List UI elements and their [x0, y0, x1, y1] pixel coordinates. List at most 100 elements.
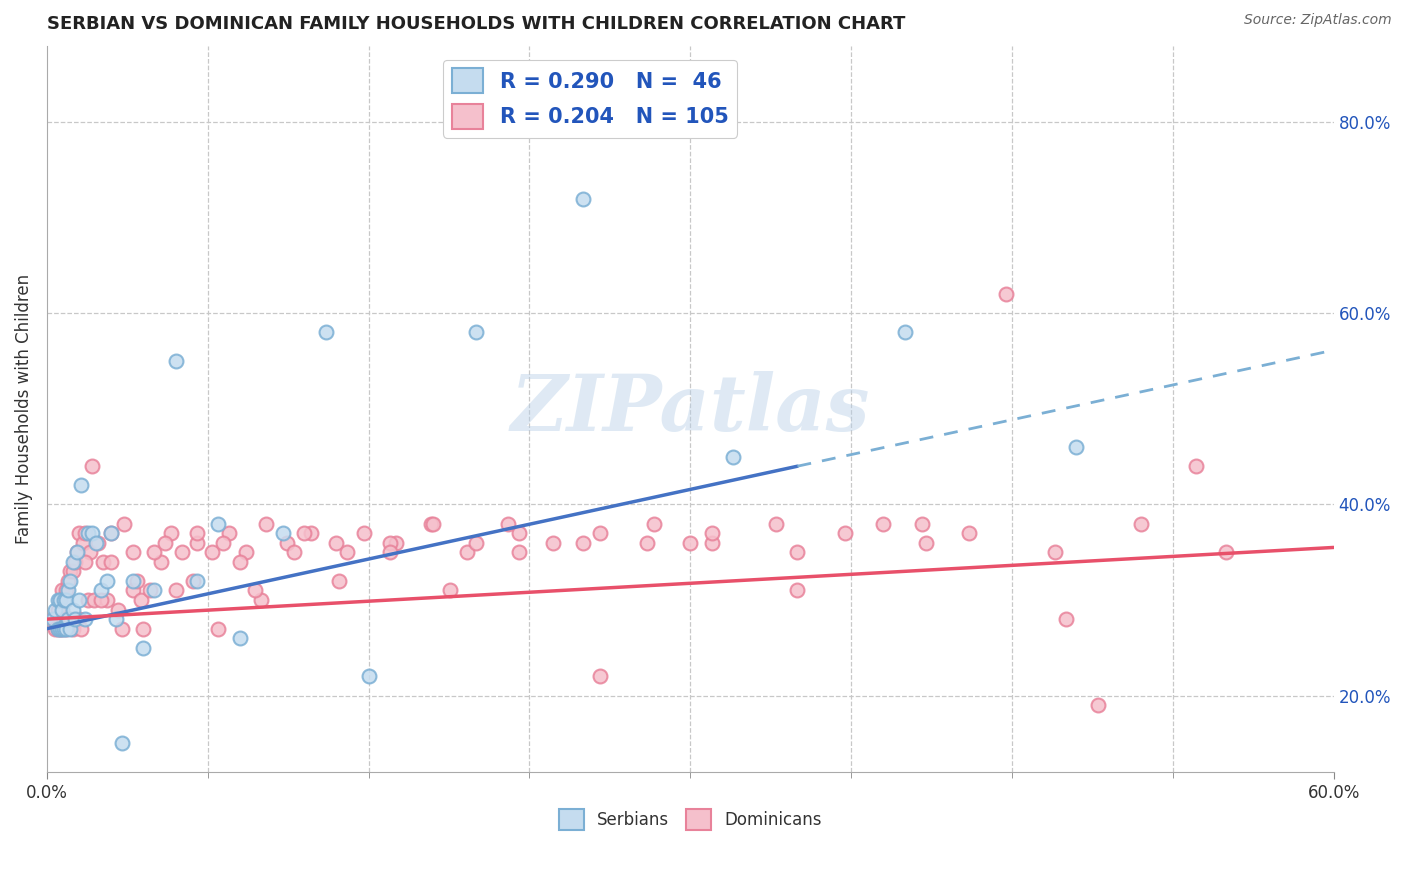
Point: [100, 555, 122, 569]
Point: [218, 526, 240, 541]
Point: [62, 555, 84, 569]
Point: [353, 526, 375, 541]
Legend: Serbians, Dominicans: Serbians, Dominicans: [553, 803, 828, 837]
Point: [75, 555, 97, 569]
Point: [283, 545, 305, 559]
Point: [67, 612, 90, 626]
Point: [464, 535, 486, 549]
Point: [132, 640, 155, 655]
Point: [67, 526, 90, 541]
Text: Source: ZipAtlas.com: Source: ZipAtlas.com: [1244, 13, 1392, 28]
Point: [1129, 516, 1152, 531]
Point: [96, 593, 118, 607]
Point: [378, 545, 401, 559]
Point: [121, 574, 143, 588]
Point: [149, 555, 172, 569]
Point: [160, 526, 183, 541]
Point: [62, 602, 84, 616]
Point: [46, 602, 69, 616]
Point: [49, 622, 72, 636]
Point: [79, 545, 101, 559]
Point: [66, 545, 89, 559]
Point: [229, 555, 252, 569]
Text: ZIPatlas: ZIPatlas: [510, 370, 870, 447]
Point: [165, 583, 187, 598]
Point: [111, 736, 134, 750]
Point: [786, 545, 808, 559]
Point: [292, 526, 315, 541]
Point: [62, 565, 84, 579]
Point: [508, 545, 530, 559]
Point: [112, 516, 135, 531]
Point: [59, 612, 82, 626]
Point: [994, 287, 1017, 301]
Point: [104, 612, 127, 626]
Point: [63, 555, 86, 569]
Point: [496, 516, 519, 531]
Point: [700, 526, 723, 541]
Point: [132, 622, 155, 636]
Point: [53, 612, 76, 626]
Point: [125, 574, 148, 588]
Point: [72, 535, 94, 549]
Point: [541, 535, 564, 549]
Point: [170, 545, 193, 559]
Point: [46, 622, 69, 636]
Point: [62, 622, 84, 636]
Point: [464, 326, 486, 340]
Point: [44, 602, 66, 616]
Point: [89, 593, 111, 607]
Point: [91, 555, 114, 569]
Point: [63, 612, 86, 626]
Point: [893, 326, 915, 340]
Point: [254, 516, 277, 531]
Point: [786, 583, 808, 598]
Point: [572, 192, 595, 206]
Point: [139, 583, 162, 598]
Point: [1215, 545, 1237, 559]
Point: [636, 535, 658, 549]
Point: [243, 583, 266, 598]
Point: [336, 545, 359, 559]
Point: [186, 526, 208, 541]
Point: [915, 535, 938, 549]
Point: [1185, 459, 1208, 474]
Point: [181, 574, 204, 588]
Point: [357, 669, 380, 683]
Point: [76, 526, 98, 541]
Point: [1087, 698, 1109, 713]
Point: [872, 516, 894, 531]
Point: [315, 326, 337, 340]
Point: [70, 622, 93, 636]
Point: [153, 535, 176, 549]
Point: [55, 622, 77, 636]
Point: [51, 622, 73, 636]
Point: [87, 535, 110, 549]
Point: [59, 565, 82, 579]
Point: [1043, 545, 1066, 559]
Point: [59, 574, 82, 588]
Point: [250, 593, 273, 607]
Point: [89, 583, 111, 598]
Point: [186, 574, 208, 588]
Point: [328, 574, 350, 588]
Point: [70, 478, 93, 492]
Point: [1064, 440, 1087, 454]
Point: [80, 526, 103, 541]
Point: [1054, 612, 1077, 626]
Point: [121, 583, 143, 598]
Point: [51, 622, 73, 636]
Point: [834, 526, 856, 541]
Point: [765, 516, 787, 531]
Point: [44, 622, 66, 636]
Y-axis label: Family Households with Children: Family Households with Children: [15, 274, 32, 544]
Point: [643, 516, 665, 531]
Point: [235, 545, 257, 559]
Point: [129, 593, 152, 607]
Point: [721, 450, 744, 464]
Point: [84, 535, 107, 549]
Point: [911, 516, 934, 531]
Point: [143, 545, 166, 559]
Point: [53, 622, 76, 636]
Point: [42, 612, 65, 626]
